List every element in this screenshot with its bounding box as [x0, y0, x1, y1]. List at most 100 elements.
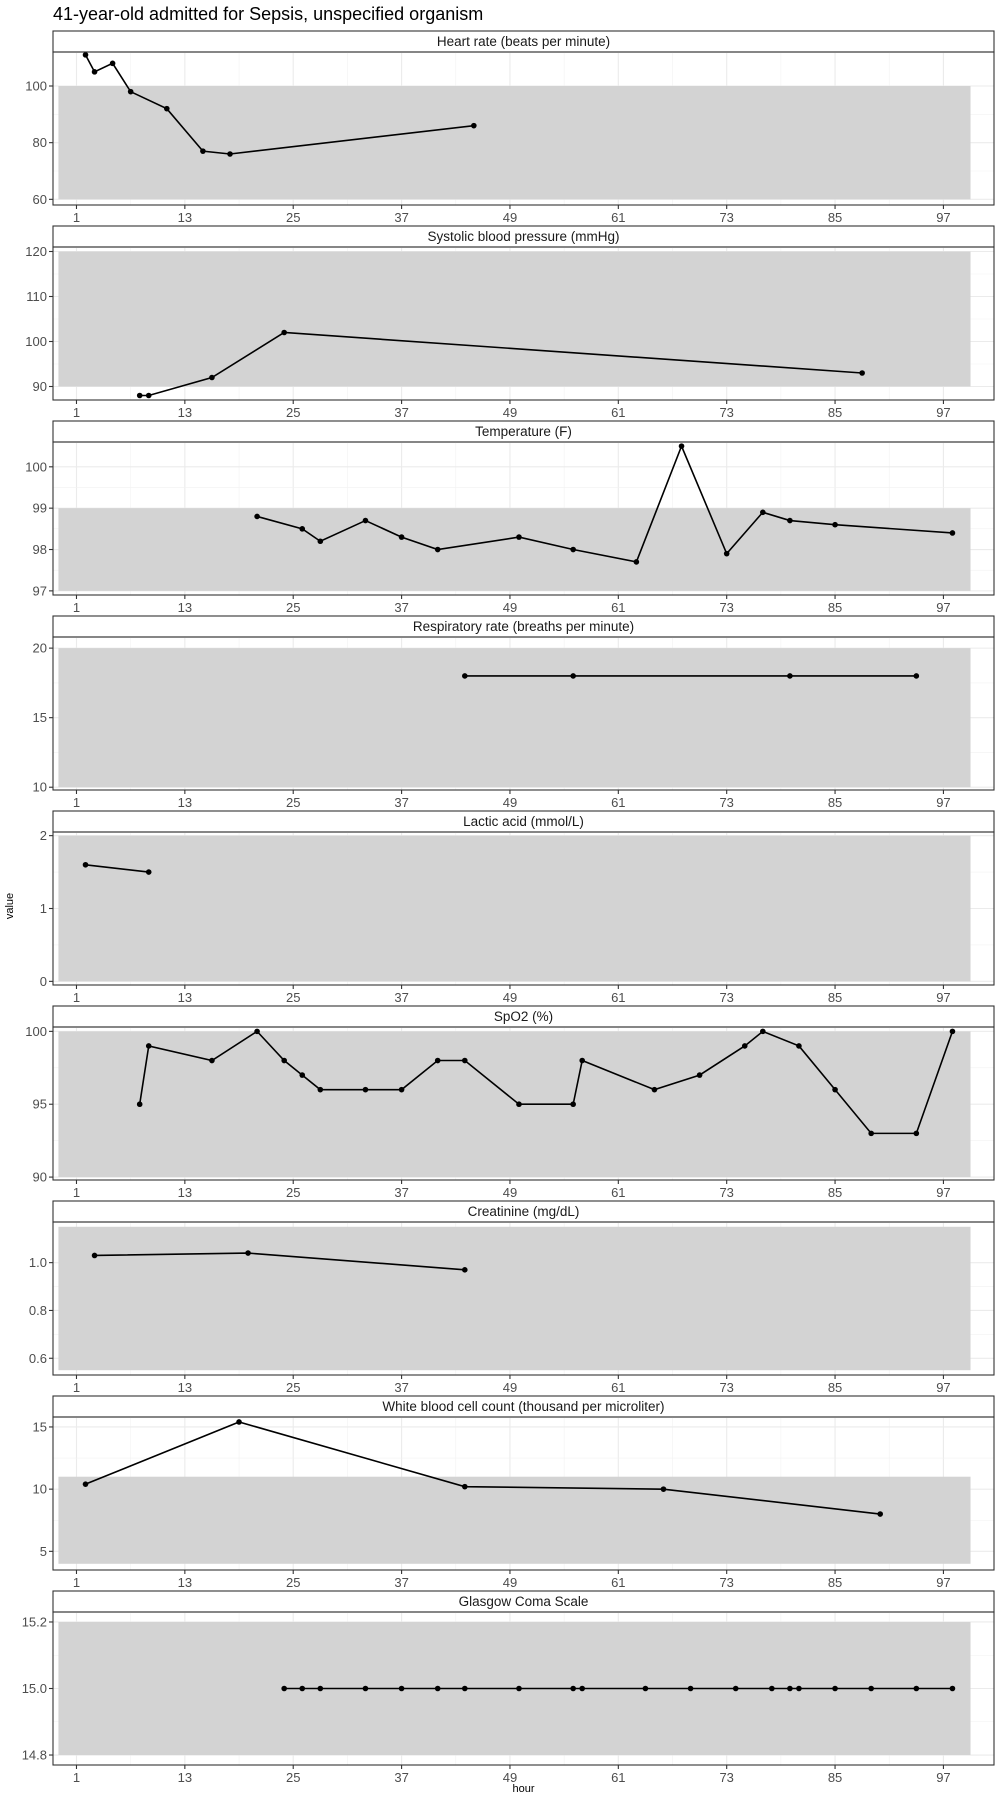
y-tick-label: 15 — [33, 710, 47, 725]
x-tick-label: 37 — [394, 1185, 408, 1200]
x-tick-label: 61 — [611, 600, 625, 615]
y-tick-label: 0 — [40, 974, 47, 989]
data-point — [913, 1685, 920, 1692]
data-point — [434, 546, 441, 553]
x-tick-label: 61 — [611, 405, 625, 420]
x-tick-label: 85 — [828, 210, 842, 225]
normal-range-band — [58, 1226, 971, 1371]
x-tick-label: 73 — [719, 1770, 733, 1785]
data-point — [723, 550, 730, 557]
data-point — [687, 1685, 694, 1692]
panel: Systolic blood pressure (mmHg)9010011012… — [25, 225, 995, 420]
panel-title: Creatinine (mg/dL) — [468, 1204, 580, 1219]
data-point — [398, 1685, 405, 1692]
y-tick-label: 60 — [33, 192, 47, 207]
x-tick-label: 85 — [828, 1380, 842, 1395]
normal-range-band — [58, 1476, 971, 1564]
data-point — [317, 1086, 324, 1093]
y-tick-label: 15.0 — [22, 1681, 47, 1696]
normal-range-band — [58, 86, 971, 200]
data-point — [760, 509, 766, 516]
normal-range-band — [58, 648, 971, 788]
x-tick-label: 49 — [503, 405, 517, 420]
data-point — [145, 1043, 152, 1049]
data-point — [145, 869, 152, 875]
x-tick-label: 73 — [719, 210, 733, 225]
y-tick-label: 110 — [26, 289, 47, 304]
data-point — [462, 1685, 468, 1692]
data-point — [200, 148, 206, 154]
y-tick-label: 100 — [25, 459, 47, 474]
x-tick-label: 49 — [503, 990, 517, 1005]
normal-range-band — [58, 835, 971, 982]
x-tick-label: 1 — [73, 600, 80, 615]
x-tick-label: 61 — [611, 1770, 625, 1785]
data-point — [362, 1685, 369, 1692]
x-tick-label: 97 — [936, 1770, 950, 1785]
x-tick-label: 1 — [73, 210, 80, 225]
y-tick-label: 98 — [33, 542, 47, 557]
panel-border — [52, 636, 995, 791]
x-tick-label: 73 — [719, 1380, 733, 1395]
x-tick-label: 1 — [73, 1575, 80, 1590]
data-point — [362, 517, 369, 524]
panel: White blood cell count (thousand per mic… — [33, 1395, 995, 1590]
data-point — [82, 52, 89, 58]
data-point — [787, 673, 793, 679]
panel-title: Temperature (F) — [475, 424, 572, 439]
data-point — [913, 1130, 920, 1137]
data-point — [949, 530, 956, 536]
x-tick-label: 85 — [828, 795, 842, 810]
data-point — [570, 546, 576, 553]
data-point — [398, 534, 405, 540]
panel-title: Heart rate (beats per minute) — [437, 34, 610, 49]
x-tick-label: 97 — [936, 1185, 950, 1200]
y-tick-label: 99 — [33, 501, 47, 516]
data-point — [82, 861, 89, 868]
x-tick-label: 85 — [828, 1770, 842, 1785]
x-tick-label: 85 — [828, 990, 842, 1005]
normal-range-band — [58, 508, 971, 591]
data-point — [362, 1086, 369, 1093]
x-tick-label: 13 — [178, 210, 192, 225]
y-tick-label: 90 — [33, 1170, 47, 1185]
x-tick-label: 13 — [178, 1185, 192, 1200]
x-tick-label: 97 — [936, 1380, 950, 1395]
data-point — [832, 1086, 838, 1093]
y-tick-label: 14.8 — [22, 1748, 47, 1763]
data-point — [254, 513, 260, 520]
x-tick-label: 25 — [286, 1770, 300, 1785]
data-point — [696, 1072, 703, 1078]
data-point — [633, 559, 640, 565]
panel-border — [52, 441, 995, 596]
x-tick-label: 13 — [178, 1770, 192, 1785]
x-tick-label: 61 — [611, 990, 625, 1005]
x-tick-label: 97 — [936, 795, 950, 810]
y-tick-label: 5 — [40, 1544, 47, 1559]
x-tick-label: 37 — [394, 1380, 408, 1395]
x-tick-label: 97 — [936, 405, 950, 420]
x-tick-label: 25 — [286, 1575, 300, 1590]
data-point — [787, 1685, 793, 1692]
x-tick-label: 97 — [936, 210, 950, 225]
x-tick-label: 1 — [73, 405, 80, 420]
data-point — [787, 517, 793, 524]
data-point — [281, 1057, 287, 1064]
x-tick-label: 13 — [178, 1575, 192, 1590]
data-point — [91, 69, 98, 75]
data-point — [109, 60, 116, 67]
data-point — [949, 1685, 956, 1692]
x-tick-label: 37 — [394, 600, 408, 615]
x-tick-label: 97 — [936, 1575, 950, 1590]
data-point — [868, 1130, 874, 1137]
data-point — [245, 1250, 251, 1256]
panel-title: SpO2 (%) — [494, 1009, 553, 1024]
x-tick-label: 73 — [719, 405, 733, 420]
data-point — [254, 1028, 260, 1035]
data-point — [832, 521, 838, 528]
y-tick-label: 97 — [33, 583, 47, 598]
data-point — [877, 1511, 884, 1517]
y-tick-label: 100 — [25, 334, 47, 349]
x-tick-label: 13 — [178, 1380, 192, 1395]
data-point — [462, 1267, 468, 1273]
